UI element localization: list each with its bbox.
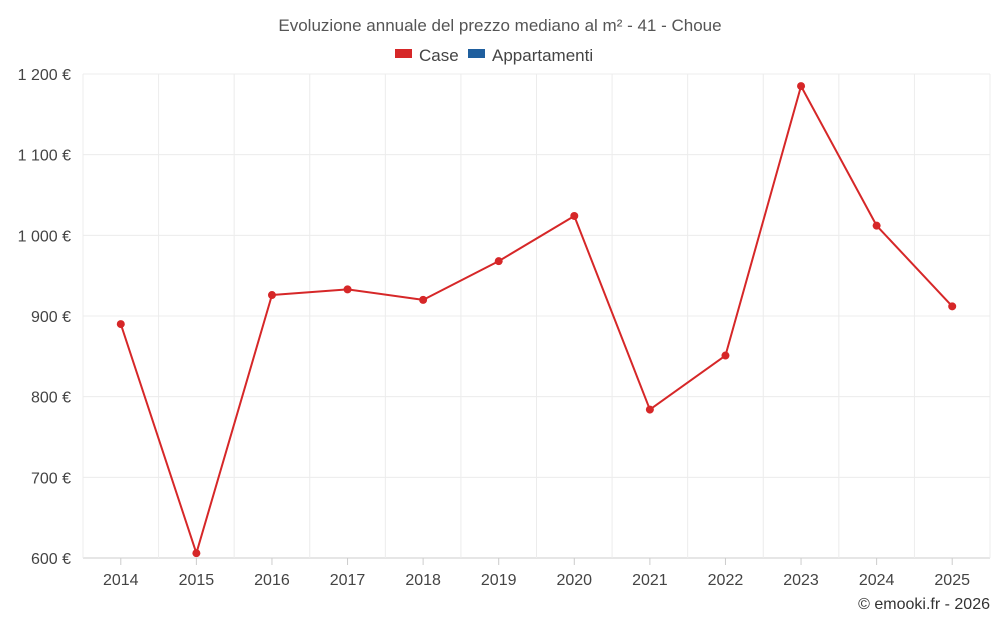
data-point[interactable] xyxy=(948,302,957,311)
x-tick-label: 2017 xyxy=(330,572,366,589)
y-tick-label: 900 € xyxy=(31,309,71,326)
series-layer xyxy=(116,82,957,558)
credit-text: © emooki.fr - 2026 xyxy=(858,596,990,613)
data-point[interactable] xyxy=(797,82,806,91)
y-tick-label: 1 100 € xyxy=(18,148,71,165)
legend-label-case[interactable]: Case xyxy=(419,46,459,65)
chart-title: Evoluzione annuale del prezzo mediano al… xyxy=(278,16,721,35)
data-point[interactable] xyxy=(872,221,881,230)
x-gridlines xyxy=(82,74,991,558)
x-tick-label: 2020 xyxy=(556,572,592,589)
y-tick-label: 800 € xyxy=(31,390,71,407)
x-tick-label: 2025 xyxy=(934,572,970,589)
data-point[interactable] xyxy=(192,549,201,558)
data-point[interactable] xyxy=(419,295,428,304)
x-axis-ticks: 2014 2015 2016 2017 2018 2019 2020 2021 2022 2023… xyxy=(103,558,970,589)
data-point[interactable] xyxy=(116,320,125,329)
x-tick-label: 2024 xyxy=(859,572,895,589)
legend-swatch-case xyxy=(395,49,412,58)
y-axis-ticks: 600 € 700 € 800 € 900 € 1 000 € 1 100 € 1 200 … xyxy=(18,67,71,568)
x-tick-label: 2021 xyxy=(632,572,668,589)
series-line-0 xyxy=(119,85,953,555)
y-tick-label: 1 000 € xyxy=(18,228,71,245)
data-point[interactable] xyxy=(494,257,503,266)
x-tick-label: 2015 xyxy=(179,572,215,589)
y-tick-label: 700 € xyxy=(31,470,71,487)
x-tick-label: 2022 xyxy=(708,572,744,589)
y-tick-label: 1 200 € xyxy=(18,67,71,84)
x-tick-label: 2016 xyxy=(254,572,290,589)
legend-label-appartamenti[interactable]: Appartamenti xyxy=(492,46,593,65)
data-point[interactable] xyxy=(343,285,352,294)
data-point[interactable] xyxy=(645,405,654,414)
legend: Case Appartamenti xyxy=(395,46,593,65)
data-point[interactable] xyxy=(721,351,730,360)
data-point[interactable] xyxy=(267,291,276,300)
y-tick-label: 600 € xyxy=(31,551,71,568)
x-tick-label: 2019 xyxy=(481,572,517,589)
x-tick-label: 2014 xyxy=(103,572,139,589)
legend-swatch-appartamenti xyxy=(468,49,485,58)
data-point[interactable] xyxy=(570,211,579,220)
x-tick-label: 2023 xyxy=(783,572,819,589)
x-tick-label: 2018 xyxy=(405,572,441,589)
